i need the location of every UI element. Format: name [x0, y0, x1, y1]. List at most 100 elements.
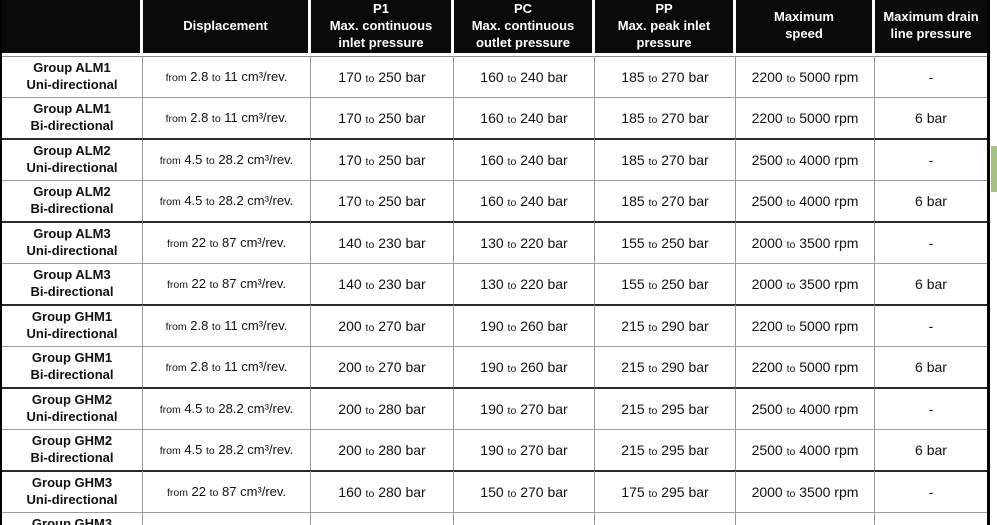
table-row: Group GHM2 Uni-directional from 4.5 to 2… [2, 386, 987, 429]
speed-cell: 2000 to 3500 rpm [736, 469, 875, 512]
pp-cell: 185 to 270 bar [595, 96, 736, 138]
header-row: Displacement P1 Max. continuous inlet pr… [2, 0, 987, 56]
pc-cell: 130 to 220 bar [454, 262, 595, 304]
table-row: Group GHM3 Bi-directional from 22 to 87 … [2, 511, 987, 525]
group-cell: Group GHM1 Uni-directional [2, 303, 143, 346]
pp-cell: 215 to 295 bar [595, 428, 736, 470]
column-header-displacement: Displacement [143, 0, 311, 56]
pp-cell: 185 to 270 bar [595, 55, 736, 97]
displacement-cell: from 22 to 87 cm³/rev. [143, 262, 311, 304]
drain-cell: 6 bar [875, 428, 987, 470]
p1-cell: 160 to 280 bar [311, 469, 454, 512]
group-cell: Group GHM3 Uni-directional [2, 469, 143, 512]
speed-cell: 2200 to 5000 rpm [736, 303, 875, 346]
table-row: Group ALM3 Bi-directional from 22 to 87 … [2, 262, 987, 304]
speed-cell: 2500 to 4000 rpm [736, 137, 875, 180]
pp-cell: 215 to 290 bar [595, 303, 736, 346]
speed-cell: 2000 to 3500 rpm [736, 220, 875, 263]
p1-cell: 170 to 250 bar [311, 96, 454, 138]
displacement-cell: from 4.5 to 28.2 cm³/rev. [143, 137, 311, 180]
displacement-cell: from 4.5 to 28.2 cm³/rev. [143, 386, 311, 429]
group-cell: Group GHM3 Bi-directional [2, 511, 143, 525]
p1-cell: 170 to 250 bar [311, 179, 454, 221]
displacement-cell: from 22 to 87 cm³/rev. [143, 469, 311, 512]
pc-cell: 160 to 240 bar [454, 96, 595, 138]
pc-cell: 190 to 260 bar [454, 345, 595, 387]
column-header-blank [2, 0, 143, 56]
speed-cell: 2500 to 4000 rpm [736, 386, 875, 429]
pc-cell: 190 to 270 bar [454, 386, 595, 429]
pc-cell: 190 to 270 bar [454, 428, 595, 470]
p1-cell: 170 to 250 bar [311, 55, 454, 97]
speed-cell: 2500 to 4000 rpm [736, 428, 875, 470]
drain-cell: 6 bar [875, 179, 987, 221]
drain-cell: - [875, 303, 987, 346]
group-cell: Group GHM2 Uni-directional [2, 386, 143, 429]
drain-cell: - [875, 137, 987, 180]
pc-cell: 160 to 240 bar [454, 55, 595, 97]
pc-cell: 160 to 240 bar [454, 179, 595, 221]
pc-cell: 130 to 220 bar [454, 220, 595, 263]
table-row: Group GHM3 Uni-directional from 22 to 87… [2, 469, 987, 512]
pp-cell: 185 to 270 bar [595, 137, 736, 180]
p1-cell: 200 to 280 bar [311, 428, 454, 470]
group-cell: Group ALM2 Uni-directional [2, 137, 143, 180]
displacement-cell: from 2.8 to 11 cm³/rev. [143, 345, 311, 387]
displacement-cell: from 22 to 87 cm³/rev. [143, 511, 311, 525]
drain-cell: 6 bar [875, 262, 987, 304]
catalog-section-tab-marker [991, 146, 997, 192]
group-cell: Group ALM3 Uni-directional [2, 220, 143, 263]
displacement-cell: from 4.5 to 28.2 cm³/rev. [143, 179, 311, 221]
pp-cell: 215 to 290 bar [595, 345, 736, 387]
pp-cell: 175 to 295 bar [595, 469, 736, 512]
displacement-cell: from 2.8 to 11 cm³/rev. [143, 96, 311, 138]
speed-cell: 2000 to 3500 rpm [736, 511, 875, 525]
pp-cell: 155 to 250 bar [595, 220, 736, 263]
column-header-pp: PP Max. peak inlet pressure [595, 0, 736, 56]
drain-cell: 6 bar [875, 96, 987, 138]
table-row: Group GHM1 Bi-directional from 2.8 to 11… [2, 345, 987, 387]
p1-cell: 140 to 230 bar [311, 220, 454, 263]
table-row: Group ALM3 Uni-directional from 22 to 87… [2, 220, 987, 263]
p1-cell: 200 to 270 bar [311, 345, 454, 387]
drain-cell: 6 bar [875, 511, 987, 525]
pc-cell: 150 to 270 bar [454, 511, 595, 525]
displacement-cell: from 2.8 to 11 cm³/rev. [143, 303, 311, 346]
speed-cell: 2200 to 5000 rpm [736, 345, 875, 387]
column-header-max-drain: Maximum drain line pressure [875, 0, 987, 56]
pp-cell: 215 to 295 bar [595, 386, 736, 429]
p1-cell: 160 to 280 bar [311, 511, 454, 525]
table-row: Group ALM1 Uni-directional from 2.8 to 1… [2, 55, 987, 97]
pp-cell: 185 to 270 bar [595, 179, 736, 221]
group-cell: Group ALM1 Uni-directional [2, 55, 143, 97]
table-row: Group GHM1 Uni-directional from 2.8 to 1… [2, 303, 987, 346]
table-row: Group ALM2 Bi-directional from 4.5 to 28… [2, 179, 987, 221]
column-header-p1: P1 Max. continuous inlet pressure [311, 0, 454, 56]
speed-cell: 2200 to 5000 rpm [736, 96, 875, 138]
speed-cell: 2000 to 3500 rpm [736, 262, 875, 304]
drain-cell: 6 bar [875, 345, 987, 387]
drain-cell: - [875, 469, 987, 512]
p1-cell: 140 to 230 bar [311, 262, 454, 304]
p1-cell: 170 to 250 bar [311, 137, 454, 180]
p1-cell: 200 to 280 bar [311, 386, 454, 429]
drain-cell: - [875, 220, 987, 263]
group-cell: Group ALM1 Bi-directional [2, 96, 143, 138]
group-cell: Group GHM2 Bi-directional [2, 428, 143, 470]
group-cell: Group ALM3 Bi-directional [2, 262, 143, 304]
speed-cell: 2200 to 5000 rpm [736, 55, 875, 97]
p1-cell: 200 to 270 bar [311, 303, 454, 346]
column-header-pc: PC Max. continuous outlet pressure [454, 0, 595, 56]
displacement-cell: from 4.5 to 28.2 cm³/rev. [143, 428, 311, 470]
speed-cell: 2500 to 4000 rpm [736, 179, 875, 221]
drain-cell: - [875, 386, 987, 429]
pp-cell: 155 to 250 bar [595, 262, 736, 304]
group-cell: Group GHM1 Bi-directional [2, 345, 143, 387]
displacement-cell: from 22 to 87 cm³/rev. [143, 220, 311, 263]
group-cell: Group ALM2 Bi-directional [2, 179, 143, 221]
pc-cell: 160 to 240 bar [454, 137, 595, 180]
table-row: Group ALM1 Bi-directional from 2.8 to 11… [2, 96, 987, 138]
